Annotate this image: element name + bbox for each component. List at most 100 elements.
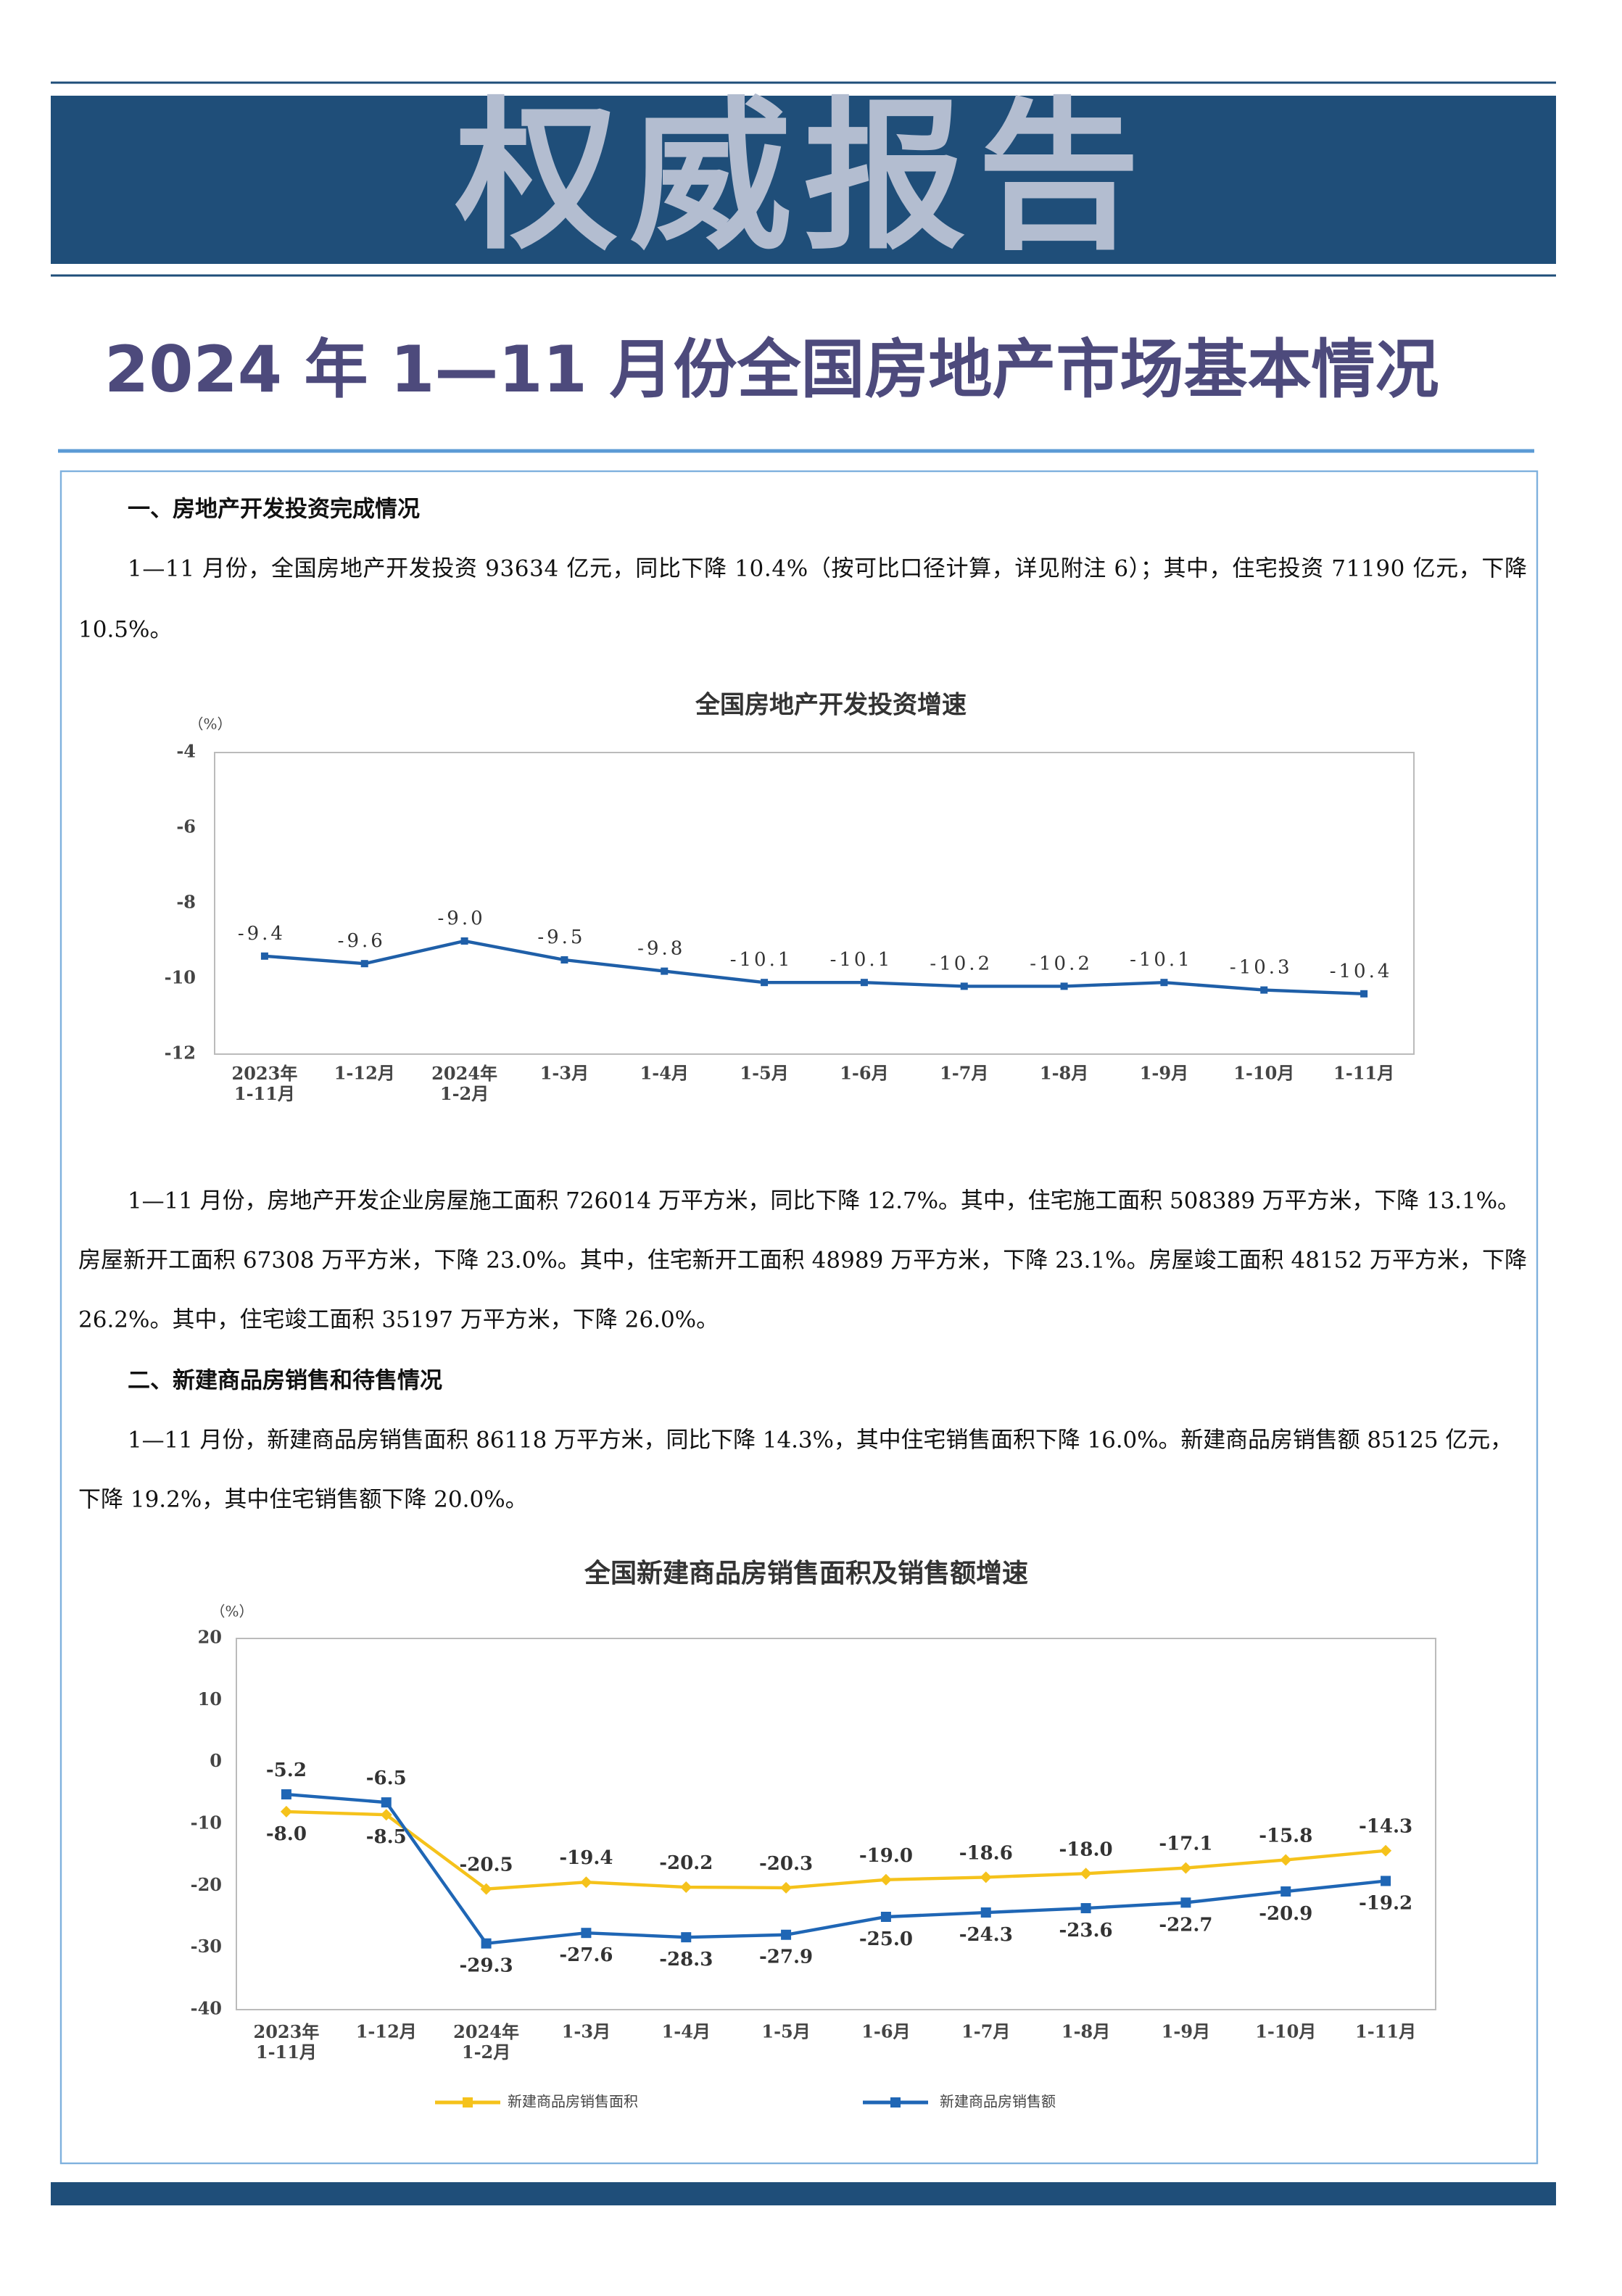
point	[681, 1932, 692, 1943]
data-label: -20.3	[759, 1853, 813, 1875]
point	[560, 956, 568, 963]
data-label: -10.1	[730, 949, 793, 971]
data-label: -22.7	[1159, 1914, 1212, 1936]
legend-label: 新建商品房销售额	[940, 2093, 1056, 2110]
paragraph-line: 26.2%。其中，住宅竣工面积 35197 万平方米，下降 26.0%。	[78, 1307, 719, 1333]
x-tick-label: 1-3月	[562, 2021, 611, 2042]
point	[1180, 1862, 1192, 1874]
data-label: -10.4	[1330, 961, 1393, 982]
content-box	[59, 470, 1539, 2165]
data-label: -8.0	[266, 1823, 307, 1845]
legend-marker	[463, 2097, 473, 2108]
point	[281, 1789, 291, 1800]
y-tick-label: -8	[176, 892, 196, 913]
data-label: -20.9	[1259, 1903, 1312, 1925]
data-label: -29.3	[460, 1955, 513, 1977]
point	[1360, 990, 1368, 998]
data-label: -9.4	[238, 923, 286, 945]
data-label: -9.6	[338, 930, 386, 952]
data-label: -10.1	[1130, 949, 1193, 971]
paragraph-line: 1—11 月份，全国房地产开发投资 93634 亿元，同比下降 10.4%（按可…	[128, 556, 1527, 582]
point	[580, 1876, 592, 1889]
x-tick-label: 1-5月	[740, 1063, 788, 1084]
point	[960, 982, 968, 990]
plot-frame	[214, 752, 1415, 1055]
y-tick-label: -30	[191, 1936, 222, 1957]
doc-title: 2024 年 1—11 月份全国房地产市场基本情况	[104, 332, 1439, 407]
point	[581, 1928, 592, 1939]
banner-text: 权威报告	[455, 83, 1151, 272]
y-tick-label: -6	[176, 816, 196, 837]
point	[860, 979, 868, 987]
point	[480, 1883, 492, 1895]
y-tick-label: -12	[165, 1043, 196, 1064]
data-label: -19.0	[859, 1845, 913, 1867]
point	[761, 979, 769, 987]
data-label: -20.2	[659, 1852, 713, 1874]
x-tick-label: 1-10月	[1255, 2021, 1316, 2042]
x-tick-label: 1-9月	[1162, 2021, 1210, 2042]
x-tick-label: 1-6月	[840, 1063, 888, 1084]
point	[1280, 1886, 1291, 1897]
legend-marker	[890, 2097, 901, 2108]
axis-unit: （%）	[189, 716, 231, 733]
data-label: -9.8	[637, 938, 685, 960]
series-line	[286, 1810, 1386, 1891]
data-label: -19.4	[559, 1847, 613, 1869]
plot-frame	[236, 1638, 1436, 2010]
y-tick-label: 10	[198, 1688, 222, 1709]
point	[880, 1873, 892, 1886]
x-tick-label: 1-6月	[861, 2021, 910, 2042]
point	[360, 960, 368, 968]
x-tick-label: 1-8月	[1040, 1063, 1088, 1084]
paragraph-line: 1—11 月份，房地产开发企业房屋施工面积 726014 万平方米，同比下降 1…	[128, 1188, 1520, 1214]
x-tick-label: 2024年 1-2月	[431, 1063, 497, 1104]
data-label: -10.3	[1230, 957, 1293, 979]
x-tick-label: 1-12月	[334, 1063, 395, 1084]
data-label: -28.3	[659, 1949, 713, 1970]
x-tick-label: 1-12月	[356, 2021, 417, 2042]
data-label: -10.2	[930, 953, 993, 974]
point	[280, 1805, 292, 1818]
point	[260, 952, 268, 960]
y-tick-label: -10	[165, 967, 196, 988]
point	[1160, 979, 1168, 987]
x-tick-label: 1-4月	[662, 2021, 711, 2042]
point	[1060, 982, 1068, 990]
x-tick-label: 1-7月	[961, 2021, 1010, 2042]
point	[380, 1809, 392, 1821]
point	[880, 1912, 891, 1922]
data-label: -27.6	[559, 1944, 613, 1966]
point	[1280, 1854, 1292, 1866]
x-tick-label: 1-11月	[1355, 2021, 1416, 2042]
point	[661, 967, 669, 975]
data-label: -14.3	[1359, 1816, 1412, 1838]
paragraph-line: 下降 19.2%，其中住宅销售额下降 20.0%。	[78, 1487, 528, 1513]
point	[1381, 1876, 1391, 1886]
x-tick-label: 1-4月	[640, 1063, 689, 1084]
point	[381, 1797, 392, 1808]
y-tick-label: -10	[191, 1812, 222, 1833]
x-tick-label: 1-8月	[1062, 2021, 1110, 2042]
section-heading: 二、新建商品房销售和待售情况	[128, 1368, 442, 1394]
x-tick-label: 2024年 1-2月	[453, 2021, 519, 2063]
x-tick-label: 1-11月	[1333, 1063, 1394, 1084]
data-label: -17.1	[1159, 1833, 1212, 1855]
y-tick-label: -4	[176, 741, 196, 762]
paragraph-line: 房屋新开工面积 67308 万平方米，下降 23.0%。其中，住宅新开工面积 4…	[78, 1248, 1527, 1274]
y-tick-label: 0	[210, 1750, 222, 1771]
x-tick-label: 1-5月	[761, 2021, 810, 2042]
x-tick-label: 1-9月	[1140, 1063, 1188, 1084]
data-label: -5.2	[266, 1760, 307, 1781]
footer-band	[51, 2182, 1556, 2205]
point	[1080, 1868, 1092, 1880]
section-heading: 一、房地产开发投资完成情况	[128, 497, 420, 523]
data-label: -25.0	[859, 1928, 913, 1950]
x-tick-label: 1-7月	[940, 1063, 988, 1084]
data-label: -20.5	[460, 1854, 513, 1876]
x-tick-label: 1-10月	[1233, 1063, 1294, 1084]
x-tick-label: 2023年 1-11月	[232, 1063, 298, 1104]
paragraph-line: 10.5%。	[78, 617, 172, 643]
